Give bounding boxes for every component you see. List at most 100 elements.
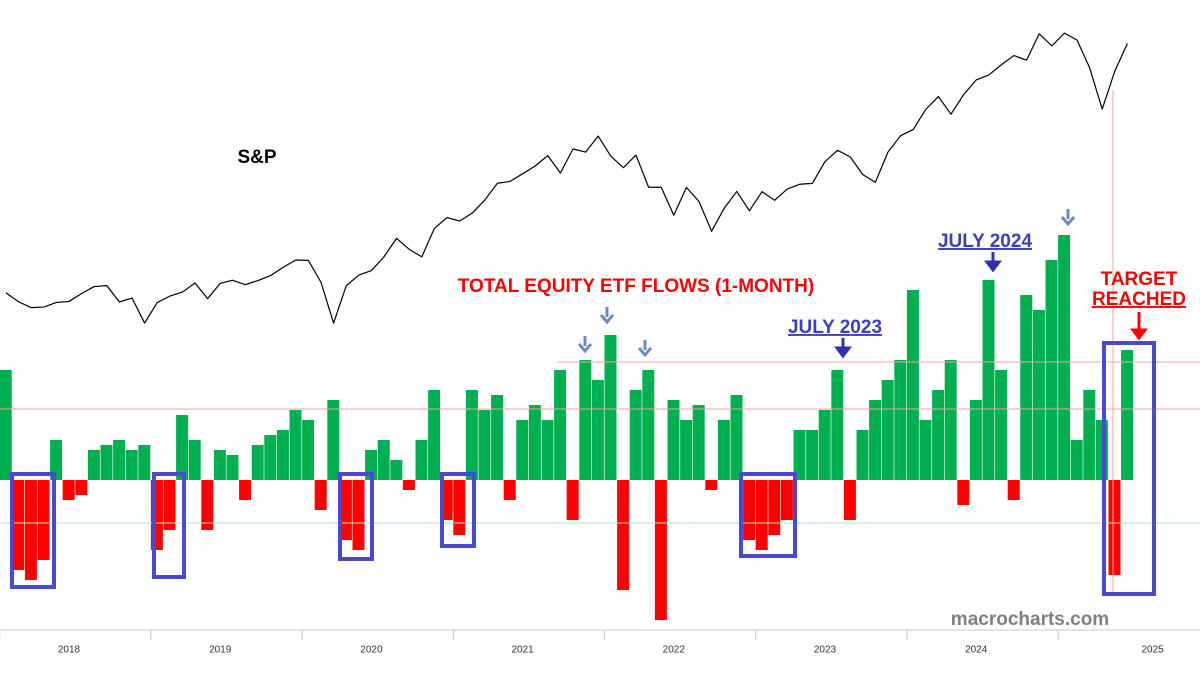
bar (944, 360, 957, 480)
bar (415, 440, 428, 480)
bar (327, 400, 340, 480)
bar (806, 430, 819, 480)
bar (1020, 295, 1033, 480)
bar (591, 380, 604, 480)
bar (768, 480, 781, 535)
bar (314, 480, 327, 510)
bar (692, 405, 705, 480)
box (739, 472, 797, 558)
target-label: TARGET (1101, 269, 1178, 290)
bar (138, 445, 151, 480)
bar (818, 410, 831, 480)
bar (894, 360, 907, 480)
box (152, 472, 186, 579)
bar (629, 390, 642, 480)
bar (982, 280, 995, 480)
arrow (834, 338, 852, 359)
bar (12, 480, 25, 570)
x-tick-label: 2023 (814, 645, 837, 656)
bar (554, 370, 567, 480)
bar (642, 370, 655, 480)
bar (680, 420, 693, 480)
bar (503, 480, 516, 500)
x-tick-label: 2022 (663, 645, 686, 656)
bar (201, 480, 214, 530)
bar (932, 390, 945, 480)
arrows (577, 209, 1148, 359)
bar (0, 370, 12, 480)
bar (37, 480, 50, 560)
bar (75, 480, 88, 495)
bar (491, 395, 504, 480)
x-axis-band (0, 630, 1200, 675)
bar (755, 480, 768, 550)
box (338, 472, 374, 561)
bar (176, 415, 189, 480)
sp-line (5, 32, 1128, 324)
bar (780, 480, 793, 520)
box (440, 472, 476, 548)
bar (579, 360, 592, 480)
bar (402, 480, 415, 490)
bar (654, 480, 667, 620)
x-tick-label: 2021 (511, 645, 534, 656)
bar (352, 480, 365, 550)
bar (62, 480, 75, 500)
bar (566, 480, 579, 520)
bar (995, 370, 1008, 480)
bar (1058, 235, 1071, 480)
bar (969, 400, 982, 480)
bar (251, 445, 264, 480)
bar (881, 380, 894, 480)
bar (188, 440, 201, 480)
bar (50, 440, 63, 480)
bar (302, 420, 315, 480)
bar (87, 450, 100, 480)
arrow (577, 336, 593, 354)
box (1102, 341, 1156, 596)
bar (957, 480, 970, 505)
line (5, 32, 1128, 324)
bar (213, 450, 226, 480)
annotation: JULY 2023 (788, 317, 882, 338)
x-tick-label: 2018 (58, 645, 81, 656)
watermark: macrocharts.com (951, 609, 1109, 630)
bar (743, 480, 756, 540)
bar (869, 400, 882, 480)
target-label: REACHED (1092, 289, 1186, 310)
flows-title: TOTAL EQUITY ETF FLOWS (1-MONTH) (458, 276, 814, 297)
x-tick-label: 2019 (209, 645, 232, 656)
annotation: JULY 2024 (938, 231, 1032, 252)
bar (1045, 260, 1058, 480)
bar (24, 480, 37, 580)
x-tick-label: 2025 (1141, 645, 1164, 656)
bar (1121, 350, 1134, 480)
x-tick-label: 2020 (360, 645, 383, 656)
bar (793, 430, 806, 480)
sp-label: S&P (237, 147, 276, 168)
arrow (637, 340, 653, 358)
bar (1095, 420, 1108, 480)
reference-lines (0, 361, 1200, 524)
bar (541, 420, 554, 480)
arrow (599, 307, 615, 325)
bar (163, 480, 176, 530)
bar (604, 335, 617, 480)
arrow (1060, 209, 1076, 227)
bar (1032, 310, 1045, 480)
bar (289, 410, 302, 480)
bar (377, 440, 390, 480)
bar (730, 395, 743, 480)
bar (516, 420, 529, 480)
bar (100, 445, 113, 480)
box (10, 472, 56, 589)
bar (1070, 440, 1083, 480)
bar (390, 460, 403, 480)
bar (428, 390, 441, 480)
bar (339, 480, 352, 540)
arrow (984, 252, 1002, 273)
bar (906, 290, 919, 480)
bar (478, 410, 491, 480)
bar (705, 480, 718, 490)
